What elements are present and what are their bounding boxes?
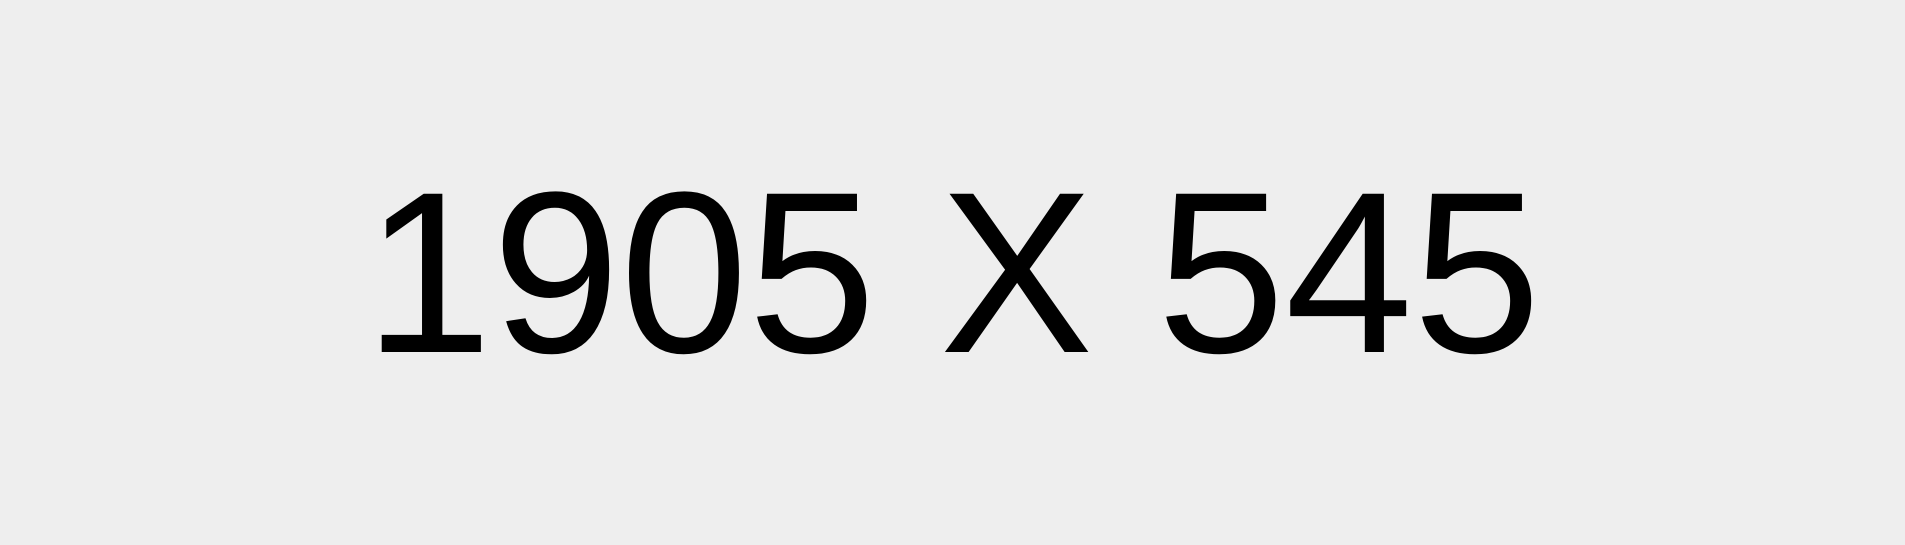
- dimension-label: 1905 X 545: [364, 143, 1541, 401]
